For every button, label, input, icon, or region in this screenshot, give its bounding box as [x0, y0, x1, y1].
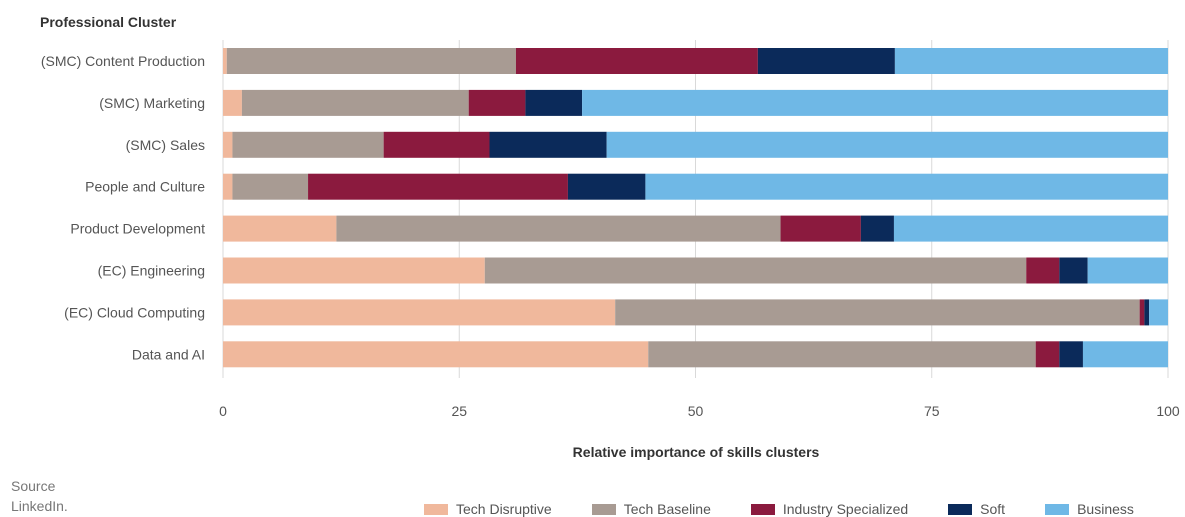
bar-segment-tech-baseline	[232, 131, 384, 158]
legend-swatch	[1045, 503, 1070, 515]
source-heading: Source	[11, 478, 56, 494]
bars-group	[223, 48, 1168, 368]
bar-segment-tech-disruptive	[223, 48, 227, 74]
legend: Tech Disruptive Tech Baseline Industry Spe…	[424, 501, 1134, 517]
stacked-bar-chart: Professional Cluster (SMC) Content Produ…	[40, 14, 1180, 460]
x-tick-label: 25	[451, 403, 467, 419]
category-axis-header: Professional Cluster	[40, 14, 177, 30]
category-label: People and Culture	[85, 179, 205, 195]
bar-segment-tech-disruptive	[223, 215, 337, 242]
bar-segment-tech-disruptive	[223, 173, 233, 200]
bar-segment-tech-baseline	[484, 257, 1027, 284]
bar-segment-tech-disruptive	[223, 89, 242, 116]
legend-swatch	[424, 503, 448, 515]
bar-segment-tech-baseline	[241, 89, 469, 116]
legend-item: Tech Baseline	[591, 501, 711, 517]
bar-segment-industry-specialized	[1026, 257, 1060, 284]
bar-segment-tech-baseline	[615, 299, 1140, 326]
category-label: Data and AI	[132, 346, 205, 362]
x-axis-title: Relative importance of skills clusters	[573, 444, 820, 460]
bar-segment-tech-disruptive	[223, 257, 485, 284]
bar-segment-soft	[1144, 299, 1150, 326]
bar-segment-tech-baseline	[232, 173, 309, 200]
bar-segment-industry-specialized	[1139, 299, 1145, 326]
source-block: Source LinkedIn.	[11, 476, 68, 516]
bar-segment-soft	[757, 48, 895, 74]
legend-label: Tech Disruptive	[456, 501, 552, 517]
bar-segment-soft	[1059, 257, 1088, 284]
legend-item: Tech Disruptive	[424, 501, 552, 517]
bar-segment-industry-specialized	[468, 89, 526, 116]
source-text: LinkedIn.	[11, 498, 68, 514]
category-labels: (SMC) Content Production (SMC) Marketing (…	[41, 53, 205, 362]
bar-segment-tech-disruptive	[223, 131, 233, 158]
legend-label: Industry Specialized	[782, 501, 909, 517]
bar-segment-business	[645, 173, 1168, 200]
bar-segment-industry-specialized	[1035, 341, 1060, 368]
bar-segment-soft	[525, 89, 583, 116]
legend-swatch	[750, 503, 775, 515]
legend-label: Business	[1077, 501, 1134, 517]
bar-segment-business	[1082, 341, 1168, 368]
bar-segment-soft	[567, 173, 646, 200]
bar-segment-tech-disruptive	[223, 341, 649, 368]
category-label: (SMC) Marketing	[99, 95, 205, 111]
legend-label: Soft	[980, 501, 1006, 517]
category-label: (EC) Cloud Computing	[64, 304, 205, 320]
bar-segment-tech-baseline	[648, 341, 1036, 368]
x-tick-label: 50	[688, 403, 704, 419]
legend-item: Soft	[948, 501, 1005, 517]
bar-segment-tech-baseline	[336, 215, 781, 242]
x-tick-labels: 0 25 50 75 100	[219, 403, 1180, 419]
bar-segment-soft	[860, 215, 894, 242]
bar-segment-business	[894, 48, 1168, 74]
legend-item: Industry Specialized	[750, 501, 909, 517]
bar-segment-business	[893, 215, 1168, 242]
legend-label: Tech Baseline	[623, 501, 711, 517]
bar-segment-business	[1087, 257, 1168, 284]
category-label: (EC) Engineering	[98, 263, 205, 279]
category-label: (SMC) Sales	[126, 137, 205, 153]
bar-segment-industry-specialized	[780, 215, 861, 242]
bar-segment-industry-specialized	[515, 48, 758, 74]
legend-swatch	[591, 503, 616, 515]
bar-segment-business	[1149, 299, 1168, 326]
category-label: Product Development	[70, 221, 205, 237]
bar-segment-industry-specialized	[308, 173, 568, 200]
x-tick-label: 0	[219, 403, 227, 419]
x-tick-label: 75	[924, 403, 940, 419]
bar-segment-tech-disruptive	[223, 299, 616, 326]
bar-segment-business	[582, 89, 1168, 116]
bar-segment-industry-specialized	[383, 131, 490, 158]
bar-segment-business	[606, 131, 1168, 158]
legend-swatch	[948, 503, 973, 515]
bar-segment-soft	[1059, 341, 1083, 368]
bar-segment-soft	[489, 131, 607, 158]
legend-item: Business	[1045, 501, 1134, 517]
category-label: (SMC) Content Production	[41, 53, 205, 69]
bar-segment-tech-baseline	[226, 48, 516, 74]
x-tick-label: 100	[1156, 403, 1180, 419]
